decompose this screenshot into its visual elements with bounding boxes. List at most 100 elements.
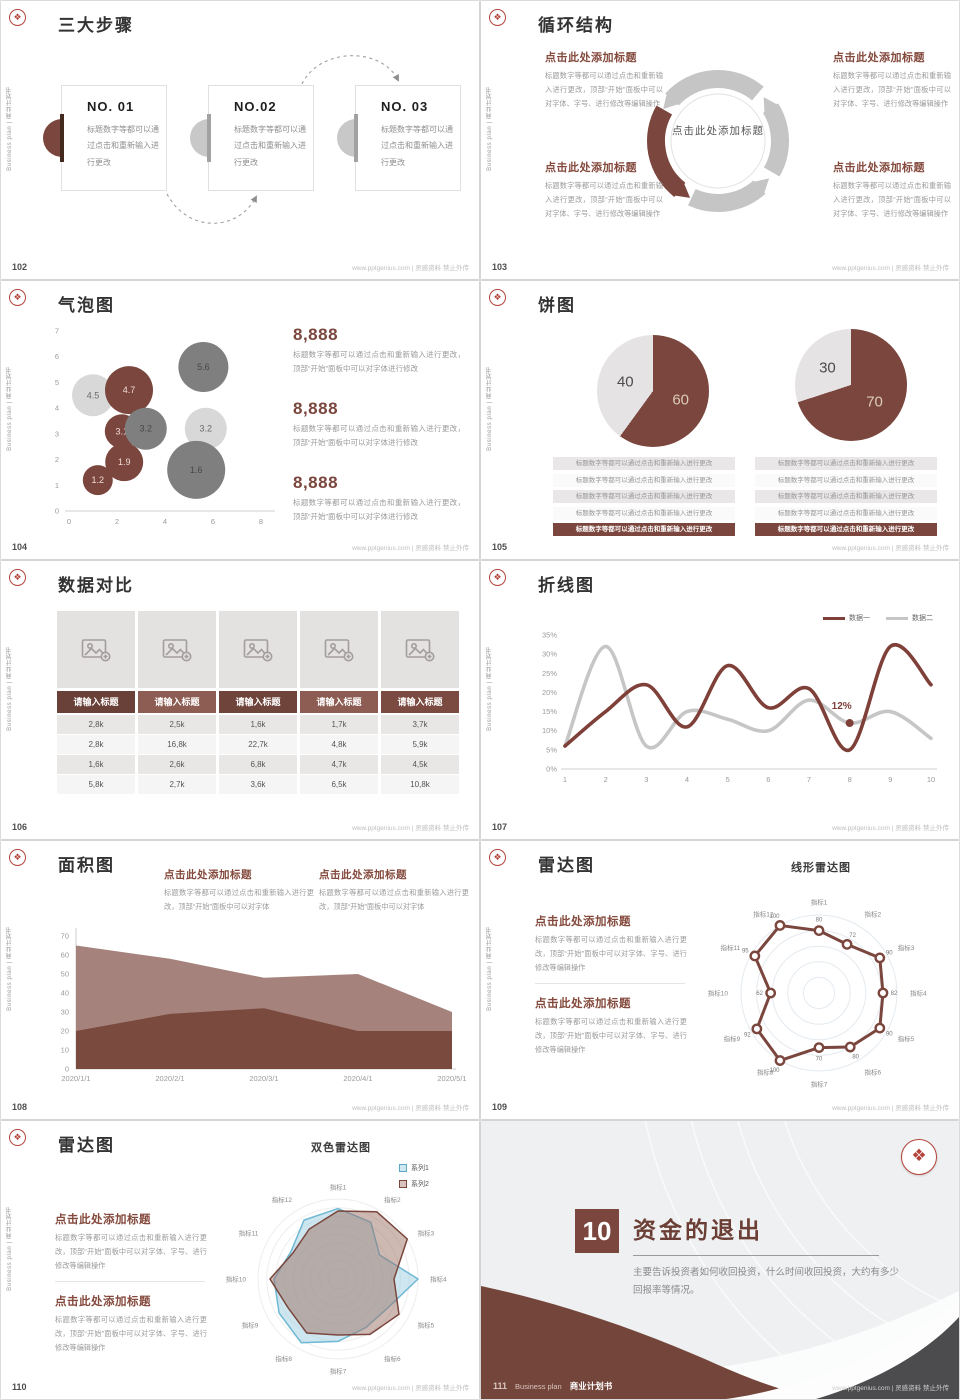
area-chart: 0 10 20 30 40 50 60 70 2020/1/1 2020/2/1 2020/3/1 2…	[61, 928, 467, 1083]
svg-text:指标12: 指标12	[753, 910, 774, 919]
text-block-bottom: 点击此处添加标题 标题数字等都可以通过点击和重新输入进行更改，顶部“开始”面板中…	[535, 995, 687, 1057]
svg-text:3: 3	[644, 775, 648, 784]
svg-text:0%: 0%	[546, 765, 557, 774]
text-block-top-right: 点击此处添加标题 标题数字等都可以通过点击和重新输入进行更改，顶部“开始”面板中…	[833, 49, 951, 111]
svg-text:3: 3	[55, 429, 59, 438]
caption-row: 标题数字等都可以通过点击和重新输入进行更改	[755, 506, 937, 520]
table-cell: 2,5k	[138, 715, 216, 734]
slide-104[interactable]: 0 1 2 3 4 5 6 7 0 2 4 6 8 4.5 4.7 3.1 3.2 3.2 1.9 1.2 1.6 5.6…	[1, 281, 479, 559]
svg-text:指标8: 指标8	[757, 1067, 774, 1076]
table-cell: 1,7k	[300, 715, 378, 734]
svg-text:80: 80	[816, 918, 823, 924]
step-card-3[interactable]: NO. 03 标题数字等都可以通过点击和重新输入进行更改	[337, 85, 461, 191]
slide-110[interactable]: 双色雷达图 系列1 系列2 点击此处添加标题 标题数字等都可以通过点击和重新输入…	[1, 1121, 479, 1399]
sidebar-vertical-label: Business plan | 商业计划书	[7, 646, 13, 731]
comparison-table: 请输入标题 2,8k 2,8k 1,6k 5,8k 请输入标题 2,5k 16,8k 2,6k 2…	[57, 611, 459, 795]
school-logo-icon: ❖	[901, 1139, 937, 1175]
svg-text:指标1: 指标1	[330, 1183, 347, 1192]
slide-109[interactable]: 线形雷达图 点击此处添加标题 标题数字等都可以通过点击和重新输入进行更改，顶部“…	[481, 841, 959, 1119]
brand-cn: 商业计划书	[569, 1381, 613, 1391]
svg-text:指标8: 指标8	[275, 1354, 292, 1363]
slide-103[interactable]: 点击此处添加标题 标题数字等都可以通过点击和重新输入进行更改，顶部“开始”面板中…	[481, 1, 959, 279]
school-logo-icon: ❖	[9, 289, 26, 306]
text-block-top-left: 点击此处添加标题 标题数字等都可以通过点击和重新输入进行更改，顶部“开始”面板中…	[545, 49, 663, 111]
watermark-text: www.pptgenius.com | 灵感资料 禁止外传	[832, 1105, 949, 1112]
slide-106[interactable]: 请输入标题 2,8k 2,8k 1,6k 5,8k 请输入标题 2,5k 16,8k 2,6k 2…	[1, 561, 479, 839]
line-chart-legend: 数据一 数据二	[823, 613, 933, 623]
svg-text:4: 4	[163, 517, 167, 526]
image-placeholder[interactable]	[219, 611, 297, 688]
svg-text:指标2: 指标2	[865, 910, 882, 919]
page-title: 雷达图	[58, 1136, 115, 1155]
svg-text:7: 7	[807, 775, 811, 784]
page-title: 折线图	[538, 576, 595, 595]
step-card-2[interactable]: NO.02 标题数字等都可以通过点击和重新输入进行更改	[190, 85, 314, 191]
block-heading: 点击此处添加标题	[319, 869, 407, 881]
svg-text:指标5: 指标5	[898, 1034, 915, 1043]
pin-bar	[207, 114, 211, 162]
slide-107[interactable]: 数据一 数据二 0% 5% 10% 15% 20% 25% 30% 35% 1 2 3 4 5 6 7 8 9 1…	[481, 561, 959, 839]
text-block-bottom-right: 点击此处添加标题 标题数字等都可以通过点击和重新输入进行更改，顶部“开始”面板中…	[833, 159, 951, 221]
radar-chart-line: 指标1 指标2 指标3 指标4 指标5 指标6 指标7 指标8 指标9 指标10 指标11 指标12 8…	[708, 898, 927, 1089]
add-image-icon	[162, 638, 192, 661]
svg-text:100: 100	[769, 914, 780, 920]
svg-text:2020/1/1: 2020/1/1	[61, 1074, 90, 1083]
series1-swatch-icon	[823, 616, 845, 620]
table-cell: 5,8k	[57, 775, 135, 794]
watermark-text: www.pptgenius.com | 灵感资料 禁止外传	[832, 1385, 949, 1392]
svg-text:指标11: 指标11	[239, 1229, 259, 1238]
caption-row: 标题数字等都可以通过点击和重新输入进行更改	[553, 523, 735, 536]
slide-105[interactable]: 60 40 70 30 标题数字等都可以通过点击和重新输入进行更改 标题数字等都可以通…	[481, 281, 959, 559]
slide-108[interactable]: 点击此处添加标题 标题数字等都可以通过点击和重新输入进行更改，顶部“开始”面板中…	[1, 841, 479, 1119]
pie-slice-label: 30	[819, 359, 836, 377]
image-placeholder[interactable]	[138, 611, 216, 688]
image-placeholder[interactable]	[57, 611, 135, 688]
caption-row: 标题数字等都可以通过点击和重新输入进行更改	[755, 457, 937, 470]
svg-text:0: 0	[65, 1065, 69, 1074]
svg-text:60: 60	[61, 951, 69, 960]
svg-text:1.2: 1.2	[92, 475, 105, 485]
svg-text:82: 82	[891, 991, 898, 997]
block-heading: 点击此处添加标题	[55, 1214, 151, 1226]
image-placeholder[interactable]	[300, 611, 378, 688]
divider-background-shapes	[481, 1121, 959, 1399]
slide-102[interactable]: NO. 01 标题数字等都可以通过点击和重新输入进行更改 NO.02 标题数字等…	[1, 1, 479, 279]
step-number: NO.02	[234, 99, 277, 114]
image-placeholder[interactable]	[381, 611, 459, 688]
block-heading: 点击此处添加标题	[545, 162, 637, 174]
add-image-icon	[243, 638, 273, 661]
page-title: 三大步骤	[58, 16, 134, 35]
sidebar-vertical-label: Business plan | 商业计划书	[487, 86, 493, 171]
svg-text:2: 2	[115, 517, 119, 526]
svg-text:95: 95	[742, 948, 749, 954]
svg-text:1: 1	[563, 775, 567, 784]
svg-text:指标11: 指标11	[720, 943, 740, 952]
svg-text:指标4: 指标4	[430, 1275, 447, 1284]
sidebar-vertical-label: Business plan | 商业计划书	[7, 366, 13, 451]
svg-text:指标5: 指标5	[418, 1321, 435, 1330]
text-block-right: 点击此处添加标题 标题数字等都可以通过点击和重新输入进行更改，顶部“开始”面板中…	[319, 867, 469, 914]
svg-text:20: 20	[61, 1027, 69, 1036]
block-heading: 点击此处添加标题	[55, 1296, 151, 1308]
stat-body: 标题数字等都可以通过点击和重新输入进行更改，顶部“开始”面板中可以对字体进行修改	[293, 350, 465, 374]
caption-row: 标题数字等都可以通过点击和重新输入进行更改	[755, 523, 937, 536]
table-header-cell: 请输入标题	[138, 691, 216, 713]
radar-legend: 系列1 系列2	[399, 1163, 429, 1195]
line-chart: 0% 5% 10% 15% 20% 25% 30% 35% 1 2 3 4 5 6 7 8 9 10 12%	[542, 631, 937, 784]
svg-text:指标4: 指标4	[910, 989, 927, 998]
slide-111[interactable]: ❖ 10 资金的退出 主要告诉投资者如何收回投资，什么时间收回投资，大约有多少回…	[481, 1121, 959, 1399]
stat-value: 8,888	[293, 473, 339, 492]
svg-text:指标7: 指标7	[330, 1367, 347, 1376]
caption-row: 标题数字等都可以通过点击和重新输入进行更改	[553, 506, 735, 520]
svg-text:100: 100	[769, 1068, 780, 1074]
block-body: 标题数字等都可以通过点击和重新输入进行更改，顶部“开始”面板中可以对字体、字号、…	[535, 935, 687, 973]
step-card-1[interactable]: NO. 01 标题数字等都可以通过点击和重新输入进行更改	[43, 85, 167, 191]
divider-line	[535, 983, 685, 984]
text-block-bottom: 点击此处添加标题 标题数字等都可以通过点击和重新输入进行更改，顶部“开始”面板中…	[55, 1293, 207, 1355]
svg-text:指标2: 指标2	[384, 1195, 401, 1204]
legend-item: 数据一	[823, 613, 870, 623]
add-image-icon	[81, 638, 111, 661]
svg-text:2020/4/1: 2020/4/1	[343, 1074, 372, 1083]
svg-text:2: 2	[604, 775, 608, 784]
